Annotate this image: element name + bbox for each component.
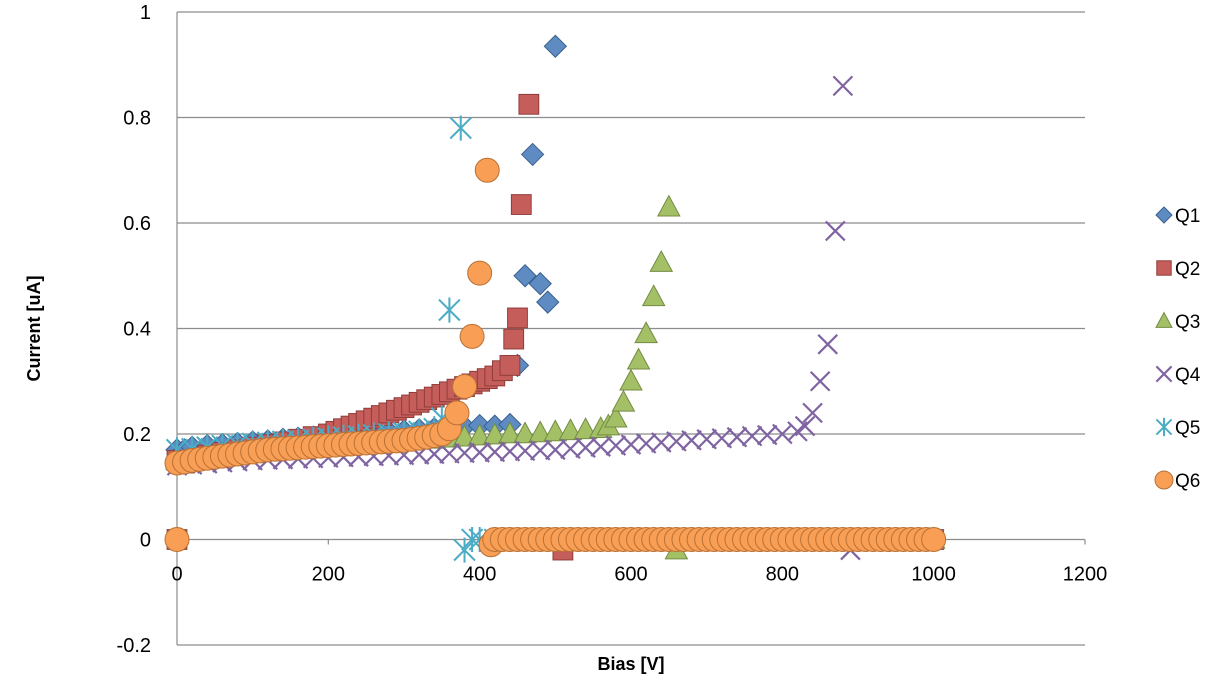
data-point (573, 417, 598, 440)
x-tick-label: 1200 (1063, 564, 1108, 586)
legend-item-q4: Q4 (1155, 365, 1201, 386)
data-point (474, 157, 500, 183)
y-tick-label: 0.8 (123, 108, 151, 130)
legend-label: Q4 (1175, 365, 1201, 386)
x-tick-label: 200 (312, 564, 345, 586)
series-q6 (164, 157, 947, 558)
data-point (536, 290, 560, 314)
data-point (529, 440, 551, 461)
legend-label: Q5 (1175, 418, 1200, 439)
data-point (528, 271, 552, 296)
legend-label: Q1 (1175, 206, 1200, 227)
data-point (444, 400, 470, 426)
data-point (518, 93, 540, 115)
data-series (164, 34, 947, 563)
data-point (469, 442, 490, 463)
x-tick-label: 1000 (911, 564, 956, 586)
data-point (459, 323, 485, 349)
data-point (558, 418, 583, 441)
data-point (809, 370, 831, 392)
series-q1 (165, 34, 946, 552)
data-point (832, 75, 854, 97)
data-point (520, 142, 545, 167)
series-q4 (166, 75, 944, 561)
y-axis-title: Current [uA] (24, 276, 44, 382)
data-point (484, 441, 506, 463)
data-point (619, 368, 643, 391)
data-point (825, 220, 846, 242)
y-tick-label: -0.2 (117, 635, 151, 657)
data-point (503, 328, 525, 350)
data-point (802, 402, 823, 424)
data-point (634, 321, 658, 344)
data-point (817, 334, 839, 355)
data-point (467, 423, 492, 446)
legend-item-q2: Q2 (1156, 259, 1200, 280)
legend-item-q6: Q6 (1154, 470, 1200, 492)
data-point (626, 347, 651, 370)
legend-label: Q2 (1175, 259, 1200, 280)
data-point (656, 194, 681, 217)
x-tick-label: 800 (766, 564, 799, 586)
data-point (164, 527, 190, 552)
data-point (528, 420, 553, 443)
y-tick-label: 0.6 (123, 213, 151, 235)
data-point (641, 284, 666, 307)
data-point (611, 389, 636, 412)
x-tick-label: 0 (171, 564, 182, 586)
legend-item-q1: Q1 (1155, 206, 1200, 227)
x-tick-label: 600 (614, 564, 647, 586)
data-point (439, 443, 460, 464)
data-point (499, 355, 521, 376)
legend-item-q3: Q3 (1155, 311, 1200, 333)
data-point (449, 115, 472, 141)
data-point (510, 194, 532, 215)
legend-marker (1156, 260, 1172, 276)
data-point (507, 307, 528, 329)
data-point (467, 260, 493, 286)
data-point (513, 421, 537, 444)
x-axis-title: Bias [V] (597, 654, 664, 674)
series-q2 (166, 93, 945, 561)
y-tick-label: 0.4 (123, 319, 151, 341)
legend-marker (1155, 311, 1173, 328)
data-point (498, 421, 522, 444)
legend-item-q5: Q5 (1155, 417, 1200, 439)
data-point (452, 374, 478, 400)
data-point (921, 527, 947, 552)
legend-marker (1155, 206, 1173, 224)
data-point (454, 442, 475, 464)
legend-label: Q6 (1175, 471, 1200, 492)
legend-marker (1155, 417, 1173, 437)
legend-marker (1155, 365, 1173, 383)
series-q3 (165, 194, 946, 560)
data-point (794, 415, 816, 437)
y-tick-label: 1 (140, 2, 151, 24)
legend-marker (1154, 470, 1174, 490)
y-tick-label: 0 (140, 530, 151, 552)
data-point (482, 422, 507, 445)
y-tick-label: 0.2 (123, 424, 151, 446)
data-point (543, 419, 568, 442)
axes: -0.2 0 0.2 0.4 0.6 0.8 1 0 200 400 600 800 1000 1200 (117, 2, 1108, 657)
data-point (649, 249, 674, 272)
data-point (604, 405, 628, 428)
x-tick-label: 400 (463, 564, 496, 586)
data-point (513, 264, 537, 288)
data-point (514, 440, 536, 462)
data-point (499, 441, 521, 462)
legend-label: Q3 (1175, 312, 1200, 333)
data-point (543, 34, 568, 58)
series-q5 (165, 115, 506, 563)
data-point (438, 297, 461, 323)
legend: Q1 Q2 Q3 Q4 Q5 Q6 (1154, 206, 1201, 492)
